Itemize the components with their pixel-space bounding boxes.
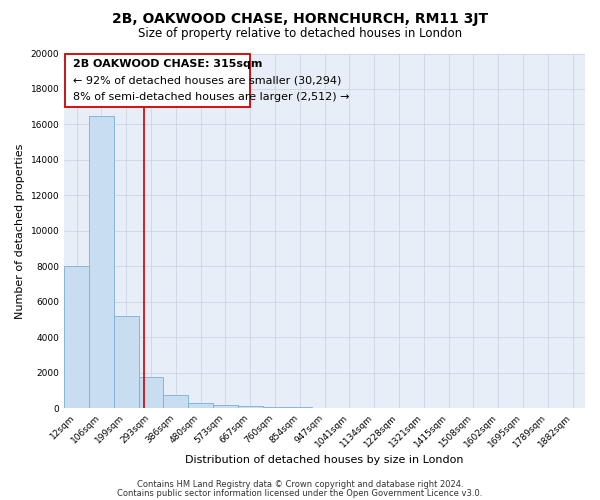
Bar — [64, 266, 89, 408]
Bar — [238, 406, 263, 408]
Text: ← 92% of detached houses are smaller (30,294): ← 92% of detached houses are smaller (30… — [73, 76, 341, 86]
Text: 2B, OAKWOOD CHASE, HORNCHURCH, RM11 3JT: 2B, OAKWOOD CHASE, HORNCHURCH, RM11 3JT — [112, 12, 488, 26]
Bar — [213, 405, 238, 408]
Text: Contains HM Land Registry data © Crown copyright and database right 2024.: Contains HM Land Registry data © Crown c… — [137, 480, 463, 489]
Text: 2B OAKWOOD CHASE: 315sqm: 2B OAKWOOD CHASE: 315sqm — [73, 59, 263, 69]
Bar — [139, 378, 163, 408]
Bar — [163, 395, 188, 408]
Bar — [89, 116, 114, 408]
Text: Size of property relative to detached houses in London: Size of property relative to detached ho… — [138, 28, 462, 40]
Text: Contains public sector information licensed under the Open Government Licence v3: Contains public sector information licen… — [118, 488, 482, 498]
Bar — [263, 406, 287, 408]
Bar — [114, 316, 139, 408]
FancyBboxPatch shape — [65, 54, 250, 106]
Y-axis label: Number of detached properties: Number of detached properties — [15, 144, 25, 318]
Text: 8% of semi-detached houses are larger (2,512) →: 8% of semi-detached houses are larger (2… — [73, 92, 350, 102]
Bar — [188, 403, 213, 408]
Bar — [287, 406, 312, 408]
X-axis label: Distribution of detached houses by size in London: Distribution of detached houses by size … — [185, 455, 464, 465]
